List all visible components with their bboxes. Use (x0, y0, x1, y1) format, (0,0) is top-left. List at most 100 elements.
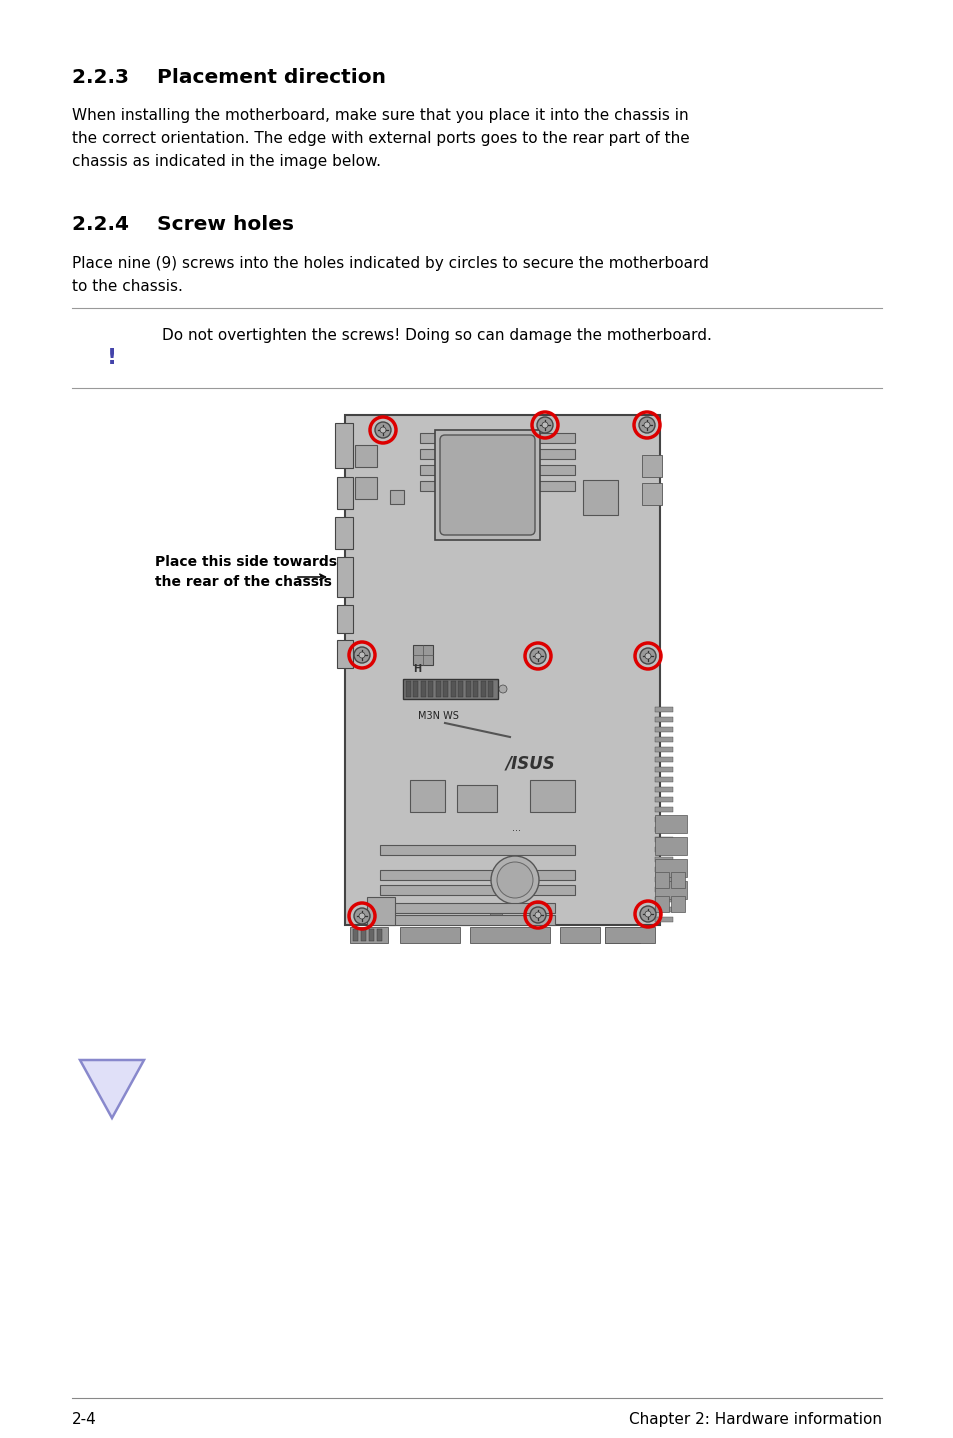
Bar (360, 929, 366, 940)
Bar (655, 907, 672, 912)
Bar (655, 777, 672, 782)
Bar (451, 682, 456, 697)
Bar (379, 870, 575, 880)
Circle shape (498, 684, 506, 693)
Bar (355, 444, 376, 467)
Bar (336, 477, 353, 509)
Text: Place nine (9) screws into the holes indicated by circles to secure the motherbo: Place nine (9) screws into the holes ind… (71, 256, 708, 293)
Bar (465, 682, 471, 697)
Bar (335, 423, 353, 467)
Bar (670, 896, 684, 912)
Bar (655, 896, 668, 912)
Bar (390, 490, 403, 503)
Circle shape (644, 653, 650, 659)
Circle shape (530, 649, 545, 664)
Bar (456, 785, 497, 812)
Bar (670, 871, 684, 889)
Text: ...: ... (512, 823, 520, 833)
Circle shape (354, 647, 370, 663)
Bar (367, 897, 395, 925)
Circle shape (358, 913, 365, 919)
Bar (413, 646, 433, 664)
Bar (655, 787, 672, 792)
Bar (655, 871, 668, 889)
Bar (641, 454, 661, 477)
Circle shape (643, 421, 649, 429)
Text: Chapter 2: Hardware information: Chapter 2: Hardware information (628, 1412, 882, 1426)
Circle shape (379, 427, 386, 433)
Bar (353, 929, 357, 940)
Bar (655, 807, 672, 812)
Bar (379, 884, 575, 894)
Bar (655, 815, 686, 833)
Bar (435, 430, 539, 541)
Bar (473, 682, 478, 697)
Bar (428, 682, 433, 697)
Bar (436, 682, 440, 697)
Bar (655, 797, 672, 802)
Circle shape (535, 912, 540, 917)
Text: 2-4: 2-4 (71, 1412, 96, 1426)
Bar (655, 728, 672, 732)
Bar (443, 682, 448, 697)
Bar (376, 929, 381, 940)
Bar (419, 464, 575, 475)
Circle shape (639, 649, 656, 664)
Bar (655, 877, 672, 881)
Bar (369, 929, 374, 940)
Bar (379, 903, 555, 913)
Bar (419, 449, 575, 459)
Bar (336, 640, 353, 669)
Bar (336, 605, 353, 633)
Text: !: ! (107, 348, 117, 368)
Text: /ISUS: /ISUS (504, 755, 555, 774)
Circle shape (541, 421, 547, 429)
Bar (345, 416, 659, 925)
Circle shape (354, 907, 370, 925)
Bar (655, 897, 672, 902)
Bar (559, 928, 599, 943)
Text: M3N WS: M3N WS (417, 710, 458, 720)
Bar (419, 480, 575, 490)
Bar (413, 682, 418, 697)
Bar (379, 915, 555, 925)
Bar (604, 928, 655, 943)
Bar (350, 928, 388, 943)
Bar (655, 858, 686, 877)
Polygon shape (80, 1060, 144, 1117)
Text: When installing the motherboard, make sure that you place it into the chassis in: When installing the motherboard, make su… (71, 108, 689, 168)
Circle shape (491, 856, 538, 905)
FancyBboxPatch shape (439, 436, 535, 535)
Bar (655, 817, 672, 823)
Bar (655, 887, 672, 892)
Bar (655, 707, 672, 712)
Bar (355, 477, 376, 499)
Bar (399, 928, 459, 943)
Bar (402, 679, 497, 699)
Bar (655, 857, 672, 861)
Bar (655, 746, 672, 752)
Bar (480, 682, 485, 697)
Text: 2.2.3    Placement direction: 2.2.3 Placement direction (71, 68, 386, 88)
Bar (419, 433, 575, 443)
Bar (655, 837, 672, 843)
Bar (530, 779, 575, 812)
Bar (655, 847, 672, 851)
Bar (490, 910, 501, 917)
Circle shape (639, 906, 656, 922)
Bar (655, 827, 672, 833)
Bar (655, 718, 672, 722)
Circle shape (358, 651, 365, 659)
Bar (655, 881, 686, 899)
Circle shape (639, 417, 655, 433)
Circle shape (497, 861, 533, 897)
Bar (470, 928, 550, 943)
Circle shape (375, 421, 391, 439)
Bar (655, 766, 672, 772)
Bar (488, 682, 493, 697)
Bar (655, 917, 672, 922)
Bar (410, 779, 444, 812)
Bar (458, 682, 463, 697)
Circle shape (530, 907, 545, 923)
Circle shape (535, 653, 540, 659)
